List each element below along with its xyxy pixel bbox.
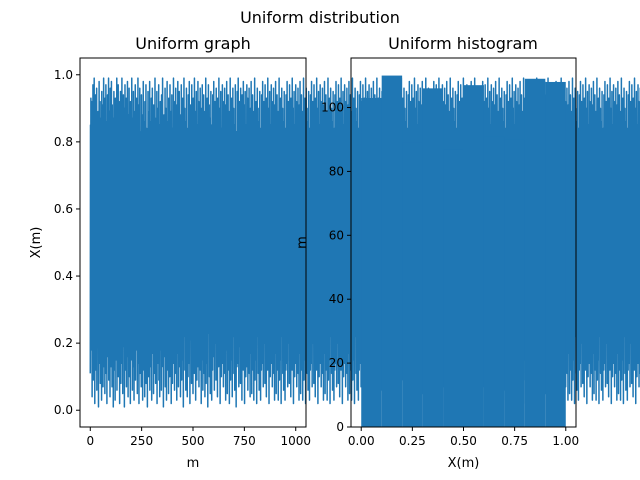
y-tick-label: 1.0 (54, 68, 73, 82)
y-tick-label: 20 (329, 356, 344, 370)
histogram-bar (524, 78, 546, 427)
histogram-bar (361, 97, 382, 428)
x-tick-label: 0.75 (501, 434, 528, 448)
x-tick-label: 0.50 (450, 434, 477, 448)
x-tick-label: 1.00 (552, 434, 579, 448)
histogram-bar (545, 81, 566, 428)
line-chart-y-ticks: 0.0 0.2 0.4 0.6 0.8 1.0 (54, 68, 80, 417)
histogram-bar (483, 136, 505, 428)
histogram-x-ticks: 0.00 0.25 0.50 0.75 1.00 (348, 427, 579, 448)
figure-suptitle: Uniform distribution (240, 8, 400, 27)
histogram-bar (402, 142, 423, 427)
line-chart-title: Uniform graph (135, 34, 251, 53)
histogram-y-ticks: 0 20 40 60 80 100 (321, 101, 351, 434)
line-chart-x-label: m (187, 456, 200, 471)
y-tick-label: 0.0 (54, 403, 73, 417)
y-tick-label: 0.6 (54, 202, 73, 216)
y-tick-label: 0.8 (54, 135, 73, 149)
y-tick-label: 40 (329, 292, 344, 306)
x-tick-label: 250 (130, 434, 153, 448)
histogram-bar (381, 75, 403, 428)
y-tick-label: 0.2 (54, 336, 73, 350)
line-chart-x-ticks: 0 250 500 750 1000 (86, 427, 311, 448)
histogram-title: Uniform histogram (388, 34, 538, 53)
histogram-y-label: m (295, 236, 310, 249)
y-tick-label: 80 (329, 164, 344, 178)
line-chart-y-label: X(m) (29, 227, 44, 259)
x-tick-label: 1000 (280, 434, 311, 448)
line-chart-frame (79, 57, 307, 428)
histogram-bar (443, 149, 464, 427)
histogram-bar (463, 85, 484, 427)
x-tick-label: 750 (233, 434, 256, 448)
y-tick-label: 0 (336, 420, 344, 434)
histogram-axes: Uniform histogram 0.00 0.25 0.50 0.75 1.00 0… (295, 34, 579, 471)
histogram-frame (350, 57, 577, 428)
y-tick-label: 100 (321, 101, 344, 115)
y-tick-label: 60 (329, 228, 344, 242)
x-tick-label: 0.25 (399, 434, 426, 448)
x-tick-label: 0 (86, 434, 94, 448)
x-tick-label: 0.00 (348, 434, 375, 448)
histogram-bar (504, 139, 525, 427)
x-tick-label: 500 (182, 434, 205, 448)
histogram-x-label: X(m) (448, 456, 480, 471)
y-tick-label: 0.4 (54, 269, 73, 283)
histogram-plot-area (361, 75, 566, 428)
histogram-bar (422, 88, 444, 427)
